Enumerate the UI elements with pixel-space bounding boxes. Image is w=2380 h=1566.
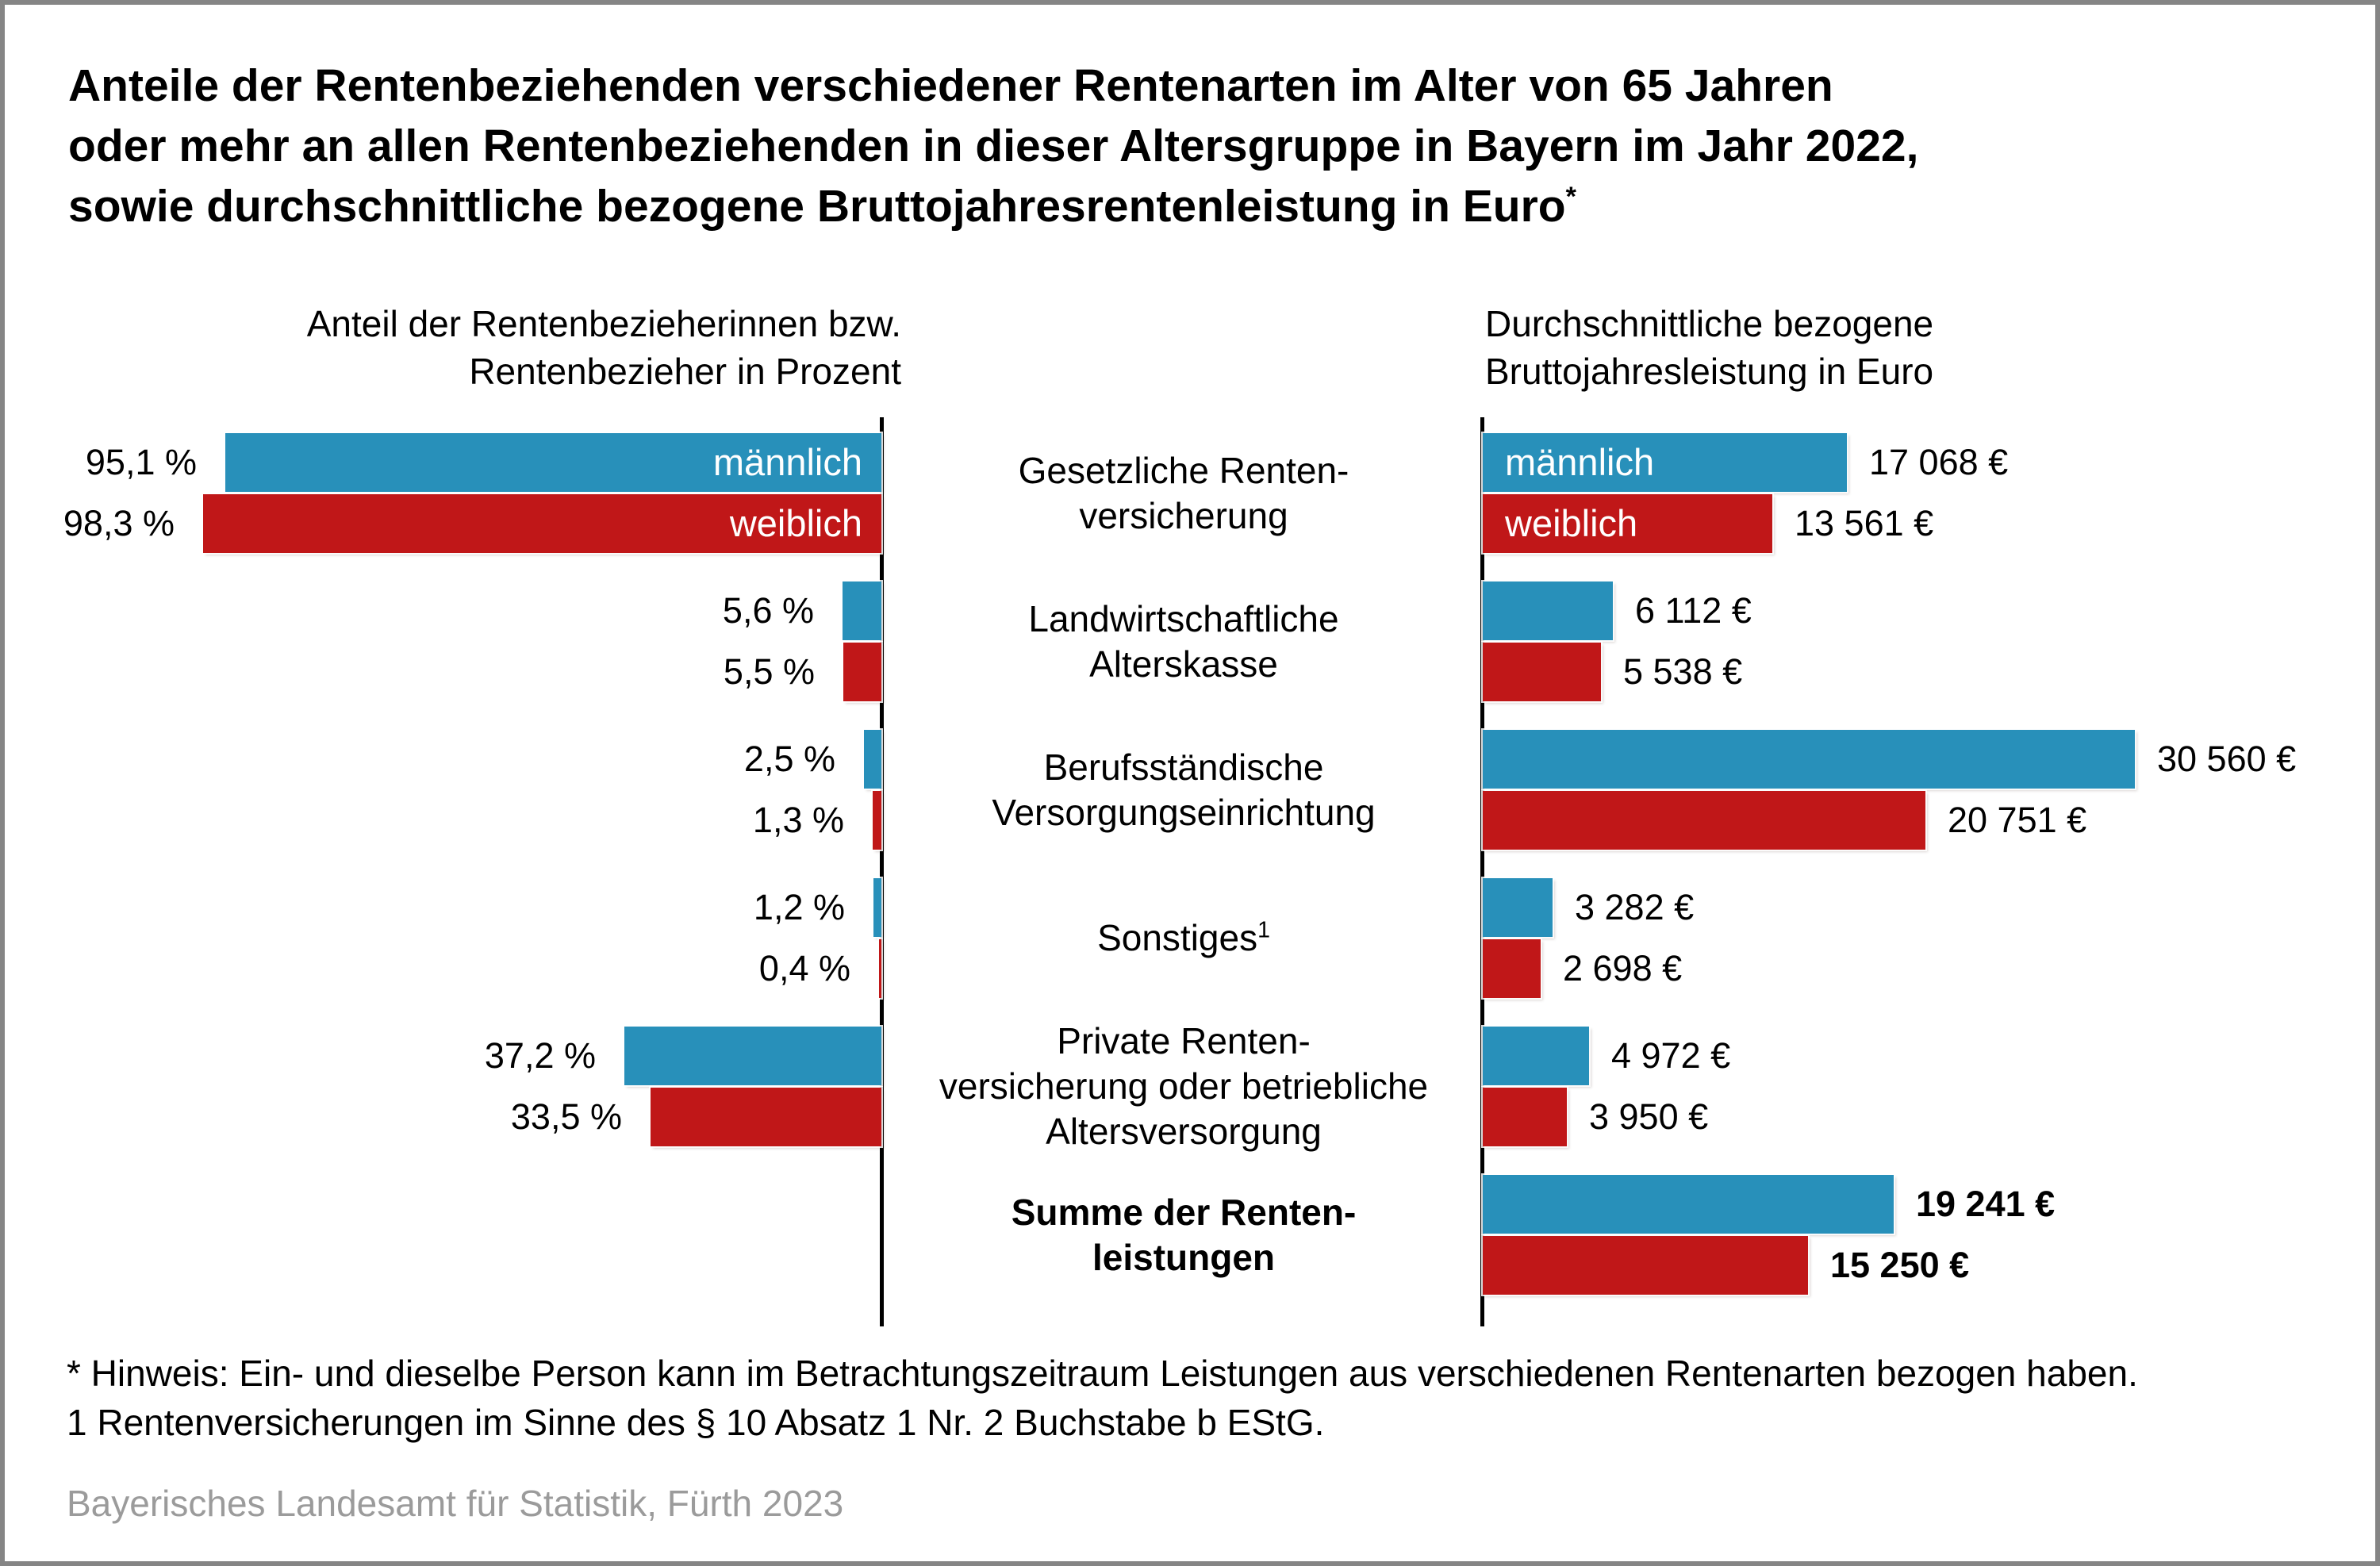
- category-label-line: Berufsständische: [900, 745, 1468, 790]
- euro-bar-female: weiblich: [1483, 494, 1772, 553]
- percent-value-label: 37,2 %: [484, 1035, 596, 1076]
- percent-value-label: 5,6 %: [722, 590, 814, 631]
- euro-value-label: 17 068 €: [1869, 442, 2009, 482]
- category-label-text: Versorgungseinrichtung: [992, 791, 1376, 833]
- category-label-line: Sonstiges1: [900, 915, 1468, 961]
- source-credit: Bayerisches Landesamt für Statistik, Für…: [67, 1483, 844, 1524]
- euro-value-label: 5 538 €: [1623, 651, 1743, 692]
- percent-bar-female: [879, 939, 881, 998]
- euro-value-label: 3 282 €: [1575, 887, 1695, 927]
- title-line-3: sowie durchschnittliche bezogene Bruttoj…: [68, 176, 1918, 236]
- category-label-line: Landwirtschaftliche: [900, 597, 1468, 642]
- left-axis-line: [880, 417, 884, 1326]
- category-label: Gesetzliche Renten-versicherung: [900, 433, 1468, 553]
- euro-bar-female: [1483, 1088, 1567, 1146]
- percent-bar-male: [624, 1027, 881, 1085]
- euro-bar-male: [1483, 878, 1553, 937]
- euro-value-label: 20 751 €: [1948, 800, 2087, 840]
- percent-bar-female: [873, 791, 881, 850]
- legend-label-female: weiblich: [729, 502, 862, 544]
- euro-value-label: 6 112 €: [1635, 590, 1752, 631]
- euro-bar-female: [1483, 1236, 1808, 1295]
- percent-value-label: 98,3 %: [63, 503, 175, 543]
- footnote-asterisk: * Hinweis: Ein- und dieselbe Person kann…: [67, 1353, 2138, 1394]
- category-label-line: Summe der Renten-: [900, 1190, 1468, 1235]
- legend-label-female: weiblich: [1505, 502, 1638, 544]
- percent-bar-male: [843, 581, 881, 640]
- euro-bar-female: [1483, 939, 1541, 998]
- percent-bar-male: [873, 878, 881, 937]
- euro-value-label: 2 698 €: [1563, 948, 1683, 988]
- category-label-text: Private Renten-: [1057, 1020, 1311, 1061]
- category-label-text: Berufsständische: [1043, 746, 1324, 788]
- left-panel-header: Anteil der Rentenbezieherinnen bzw. Rent…: [5, 300, 901, 395]
- right-axis-line: [1480, 417, 1484, 1326]
- left-panel-header-line-1: Anteil der Rentenbezieherinnen bzw.: [306, 303, 901, 344]
- euro-bar-male: [1483, 730, 2135, 789]
- category-label-text: Gesetzliche Renten-: [1018, 449, 1349, 491]
- category-label: Private Renten-versicherung oder betrieb…: [900, 1020, 1468, 1152]
- category-label-line: Private Renten-: [900, 1019, 1468, 1064]
- category-label-line: Gesetzliche Renten-: [900, 448, 1468, 493]
- percent-bar-male: [864, 730, 881, 789]
- percent-value-label: 2,5 %: [743, 739, 835, 779]
- euro-value-label: 3 950 €: [1589, 1096, 1709, 1137]
- category-label: Landwirtschaftliche Alterskasse: [900, 581, 1468, 701]
- category-label-line: Alterskasse: [900, 642, 1468, 687]
- percent-bar-female: [651, 1088, 881, 1146]
- percent-value-label: 1,3 %: [752, 800, 844, 840]
- right-panel-header-line-2: Bruttojahresleistung in Euro: [1485, 351, 1934, 392]
- category-label-text: leistungen: [1092, 1236, 1276, 1278]
- category-footnote-marker: 1: [1257, 917, 1270, 943]
- euro-value-label: 4 972 €: [1611, 1035, 1731, 1076]
- percent-bar-female: [843, 643, 881, 701]
- euro-bar-male: [1483, 1027, 1589, 1085]
- percent-bar-male: männlich: [225, 433, 881, 492]
- euro-bar-male: [1483, 1175, 1894, 1234]
- right-panel-header: Durchschnittliche bezogene Bruttojahresl…: [1485, 300, 2358, 395]
- footnote-1: 1 Rentenversicherungen im Sinne des § 10…: [67, 1402, 1325, 1443]
- category-label: Summe der Renten-leistungen: [900, 1175, 1468, 1295]
- euro-bar-female: [1483, 791, 1925, 850]
- category-label-line: Altersversorgung: [900, 1109, 1468, 1154]
- category-label-line: Versorgungseinrichtung: [900, 790, 1468, 835]
- category-label-text: versicherung: [1079, 494, 1288, 536]
- euro-bar-female: [1483, 643, 1601, 701]
- euro-value-label: 19 241 €: [1916, 1184, 2056, 1224]
- category-label-line: versicherung oder betriebliche: [900, 1064, 1468, 1109]
- legend-label-male: männlich: [712, 441, 862, 483]
- percent-value-label: 1,2 %: [753, 887, 845, 927]
- category-label-text: Altersversorgung: [1046, 1111, 1322, 1152]
- euro-bar-male: männlich: [1483, 433, 1847, 492]
- percent-value-label: 33,5 %: [510, 1096, 622, 1137]
- euro-value-label: 30 560 €: [2157, 739, 2297, 779]
- percent-value-label: 5,5 %: [723, 651, 815, 692]
- chart-title: Anteile der Rentenbeziehenden verschiede…: [68, 56, 1918, 236]
- category-label-text: Landwirtschaftliche: [1028, 597, 1339, 639]
- euro-bar-male: [1483, 581, 1613, 640]
- category-label: Sonstiges1: [900, 878, 1468, 998]
- title-footnote-asterisk: *: [1565, 182, 1576, 212]
- title-line-2: oder mehr an allen Rentenbeziehenden in …: [68, 121, 1919, 171]
- left-panel-header-line-2: Rentenbezieher in Prozent: [469, 351, 901, 392]
- title-line-3-text: sowie durchschnittliche bezogene Bruttoj…: [68, 181, 1566, 232]
- category-label-line: leistungen: [900, 1235, 1468, 1280]
- category-label-text: versicherung oder betriebliche: [939, 1065, 1429, 1107]
- percent-bar-female: weiblich: [203, 494, 881, 553]
- category-label-text: Summe der Renten-: [1011, 1191, 1357, 1233]
- category-label-text: Sonstiges: [1097, 917, 1258, 958]
- euro-value-label: 15 250 €: [1830, 1245, 1970, 1285]
- category-label: Berufsständische Versorgungseinrichtung: [900, 730, 1468, 850]
- percent-value-label: 95,1 %: [85, 442, 197, 482]
- percent-value-label: 0,4 %: [758, 948, 850, 988]
- category-label-text: Alterskasse: [1089, 643, 1278, 685]
- category-label-line: versicherung: [900, 493, 1468, 539]
- title-line-1: Anteile der Rentenbeziehenden verschiede…: [68, 60, 1833, 111]
- footnotes-block: * Hinweis: Ein- und dieselbe Person kann…: [67, 1349, 2138, 1447]
- right-panel-header-line-1: Durchschnittliche bezogene: [1485, 303, 1934, 344]
- euro-value-label: 13 561 €: [1795, 503, 1934, 543]
- legend-label-male: männlich: [1505, 441, 1655, 483]
